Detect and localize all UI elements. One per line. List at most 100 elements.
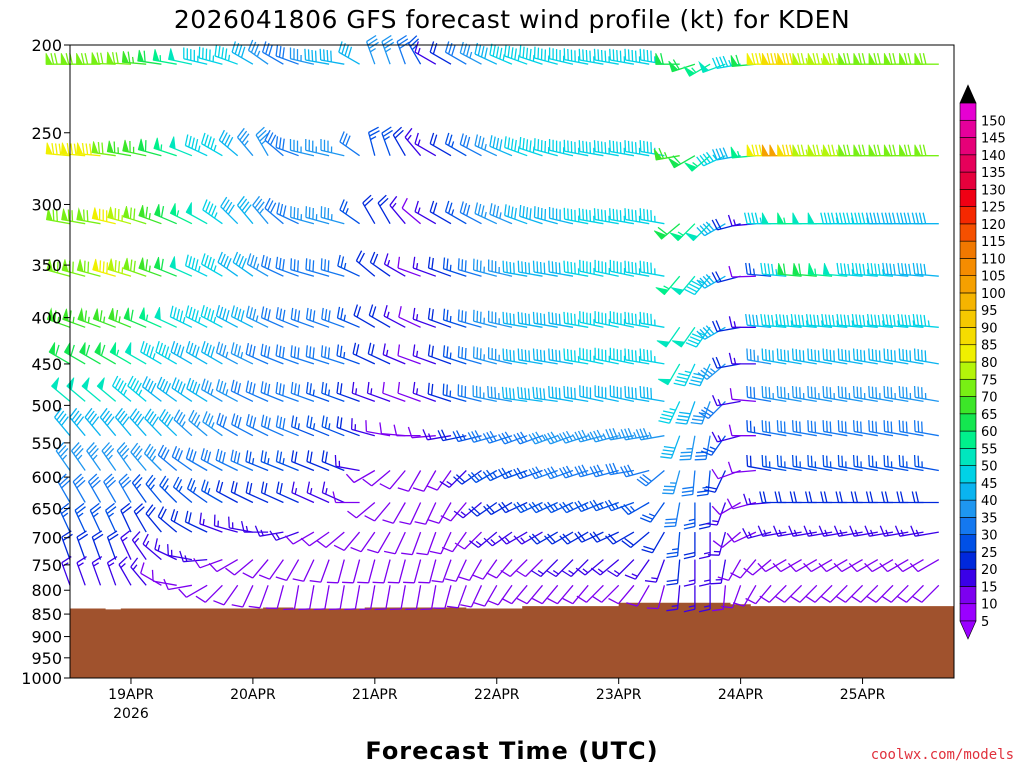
wind-barb bbox=[306, 415, 330, 437]
x-tick-label: 24APR bbox=[718, 687, 764, 703]
colorbar-swatch bbox=[959, 309, 977, 328]
wind-barb bbox=[79, 342, 101, 365]
wind-barb bbox=[698, 502, 711, 530]
wind-barb bbox=[683, 532, 696, 560]
wind-barb bbox=[803, 559, 833, 573]
wind-barb bbox=[290, 381, 315, 403]
wind-barb bbox=[822, 53, 848, 65]
wind-barb bbox=[792, 262, 817, 277]
wind-barb bbox=[607, 559, 635, 578]
wind-barb bbox=[833, 559, 863, 573]
wind-barb bbox=[851, 262, 878, 277]
wind-barb bbox=[276, 481, 299, 504]
colorbar-swatch bbox=[959, 292, 977, 311]
wind-barb bbox=[159, 475, 178, 503]
wind-barb bbox=[230, 342, 254, 365]
wind-barb bbox=[745, 314, 772, 328]
wind-barb bbox=[835, 584, 864, 603]
wind-barb bbox=[367, 126, 380, 156]
wind-barb bbox=[743, 559, 772, 576]
wind-barb bbox=[609, 347, 635, 365]
wind-barb bbox=[790, 314, 817, 328]
wind-barb bbox=[427, 307, 452, 328]
colorbar-swatch bbox=[959, 430, 977, 449]
wind-barb bbox=[444, 559, 467, 582]
wind-barb bbox=[849, 525, 878, 537]
wind-barb bbox=[228, 516, 254, 533]
wind-barb bbox=[260, 414, 284, 437]
colorbar-tick-label: 85 bbox=[981, 339, 998, 354]
wind-barb bbox=[397, 344, 421, 365]
wind-barb bbox=[624, 385, 650, 403]
colorbar-tick-label: 125 bbox=[981, 201, 1006, 216]
wind-barb bbox=[624, 140, 650, 157]
wind-barb bbox=[442, 257, 467, 277]
wind-barb bbox=[532, 311, 558, 328]
wind-barb bbox=[746, 420, 772, 437]
colorbar-swatch bbox=[959, 568, 977, 587]
wind-barb bbox=[609, 385, 635, 403]
wind-barb bbox=[639, 502, 665, 523]
wind-barb bbox=[805, 584, 833, 603]
wind-barb bbox=[668, 155, 696, 169]
wind-barb bbox=[442, 383, 467, 403]
wind-barb bbox=[822, 385, 848, 403]
wind-barb bbox=[773, 525, 802, 537]
wind-barb bbox=[200, 479, 223, 504]
wind-barb bbox=[365, 420, 391, 437]
wind-barb bbox=[236, 195, 254, 225]
wind-barb bbox=[559, 465, 589, 479]
wind-barb bbox=[591, 584, 620, 603]
wind-barb bbox=[306, 450, 330, 472]
wind-barb bbox=[155, 341, 178, 365]
wind-barb bbox=[46, 307, 71, 328]
wind-barb bbox=[184, 254, 208, 277]
wind-barb bbox=[644, 559, 666, 583]
wind-barb bbox=[852, 454, 878, 472]
colorbar-tick-label: 110 bbox=[981, 252, 1006, 267]
wind-barb bbox=[517, 311, 543, 328]
wind-barb bbox=[788, 525, 817, 537]
wind-barb bbox=[320, 258, 345, 277]
wind-barb bbox=[61, 208, 86, 225]
colorbar-swatch bbox=[959, 137, 977, 156]
wind-barb bbox=[427, 344, 452, 365]
wind-barb bbox=[442, 308, 467, 328]
wind-barb bbox=[563, 348, 589, 365]
wind-barb bbox=[605, 462, 635, 476]
x-tick-label: 22APR bbox=[474, 687, 520, 703]
wind-barb bbox=[883, 385, 909, 403]
wind-barb bbox=[578, 140, 604, 157]
colorbar-swatch bbox=[959, 154, 977, 173]
wind-barb bbox=[428, 502, 452, 524]
wind-barb bbox=[696, 325, 726, 340]
wind-barb bbox=[200, 341, 223, 365]
wind-barb bbox=[807, 212, 833, 225]
y-tick-label: 800 bbox=[31, 581, 62, 600]
wind-barb bbox=[215, 379, 239, 402]
wind-barb bbox=[379, 470, 406, 490]
y-axis: 200 250 300 350 400 450 500 550 600 650 700 750 800 8… bbox=[21, 36, 70, 688]
wind-barb bbox=[186, 377, 208, 402]
credit-link[interactable]: coolwx.com/models bbox=[871, 747, 1014, 763]
wind-barb bbox=[504, 44, 528, 65]
wind-barb bbox=[639, 348, 665, 365]
wind-barb bbox=[339, 131, 360, 157]
wind-barb bbox=[321, 450, 345, 472]
wind-barb bbox=[283, 585, 300, 611]
colorbar-tick-label: 50 bbox=[981, 460, 998, 475]
wind-barb bbox=[728, 352, 756, 365]
wind-barb bbox=[275, 136, 299, 157]
y-tick-label: 450 bbox=[31, 355, 62, 374]
wind-barb bbox=[342, 559, 361, 584]
wind-barb bbox=[357, 559, 376, 584]
wind-barb bbox=[761, 385, 787, 403]
wind-barb bbox=[200, 448, 223, 472]
wind-barb bbox=[332, 491, 360, 504]
wind-barb bbox=[305, 206, 330, 225]
wind-barb bbox=[141, 376, 162, 402]
wind-barb bbox=[547, 584, 574, 605]
wind-barb bbox=[389, 585, 406, 611]
wind-barb bbox=[320, 345, 345, 365]
wind-barb bbox=[91, 556, 103, 586]
